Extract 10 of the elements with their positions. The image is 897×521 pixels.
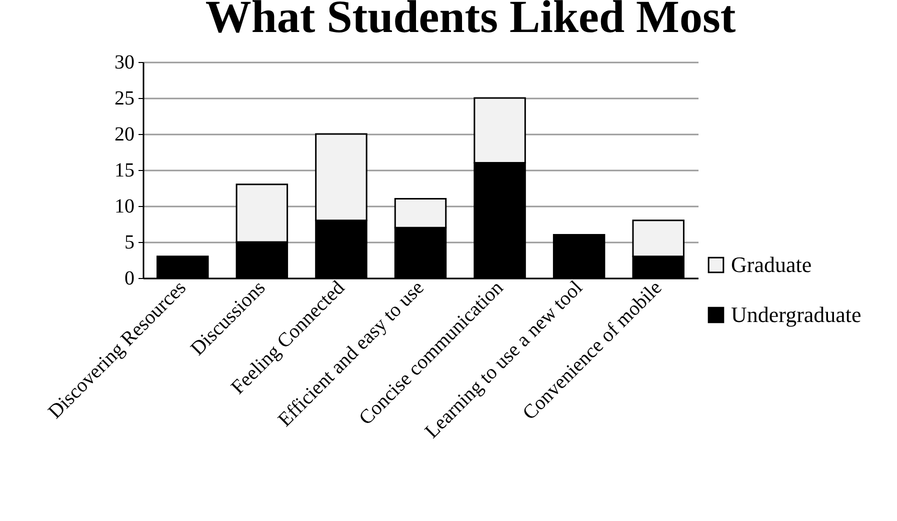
y-tick-label: 30 <box>114 52 134 74</box>
y-tick-label: 0 <box>124 268 134 290</box>
chart-title: What Students Liked Most <box>205 0 736 42</box>
y-tick-label: 25 <box>114 88 134 110</box>
y-tick-label: 20 <box>114 124 134 146</box>
y-tick-label: 5 <box>124 232 134 254</box>
y-tick-label: 15 <box>114 160 134 182</box>
legend-label: Undergraduate <box>731 302 862 327</box>
y-tick-label: 10 <box>114 196 134 218</box>
legend-label: Graduate <box>731 252 812 277</box>
